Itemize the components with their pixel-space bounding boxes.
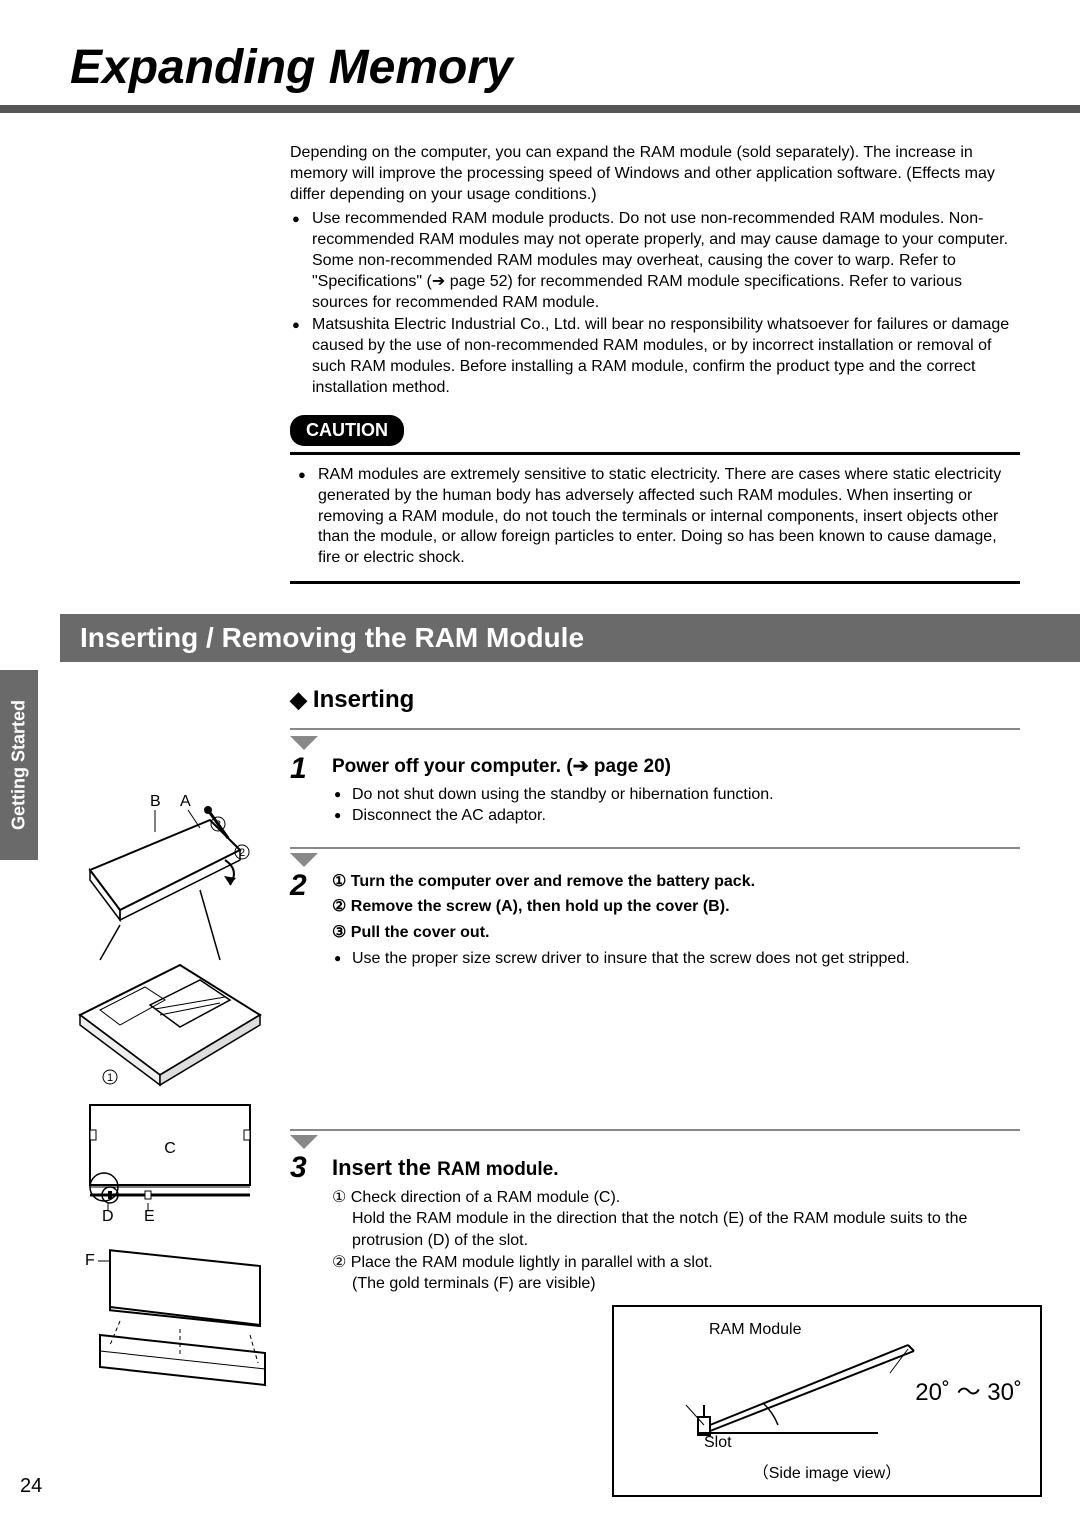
page-number: 24 xyxy=(20,1475,42,1498)
ram-module-label: RAM Module xyxy=(709,1319,801,1341)
intro-block: Depending on the computer, you can expan… xyxy=(290,143,1020,584)
step-arrow-icon xyxy=(290,1135,318,1149)
step-3-line: Hold the RAM module in the direction tha… xyxy=(332,1208,1042,1251)
step-divider xyxy=(290,847,1020,849)
step-number: 2 xyxy=(290,871,314,969)
step-1-bullet: Disconnect the AC adaptor. xyxy=(332,805,1020,827)
step-2-line: ① Turn the computer over and remove the … xyxy=(332,871,1020,893)
step-3-line: ② Place the RAM module lightly in parall… xyxy=(332,1252,1042,1274)
page-title: Expanding Memory xyxy=(70,40,1020,95)
illus-ram-insert: F xyxy=(60,1235,270,1405)
caution-box: RAM modules are extremely sensitive to s… xyxy=(290,452,1020,584)
step-2-line: ② Remove the screw (A), then hold up the… xyxy=(332,896,1020,918)
svg-text:A: A xyxy=(180,793,191,810)
side-view-label: （Side image view） xyxy=(628,1463,1026,1485)
step-divider xyxy=(290,728,1020,730)
step-2: 2 ① Turn the computer over and remove th… xyxy=(290,871,1020,969)
step-1-title: Power off your computer. (➔ page 20) xyxy=(332,754,1020,780)
angle-label: 20˚ ～ 30˚ xyxy=(915,1377,1022,1409)
intro-bullet: Use recommended RAM module products. Do … xyxy=(290,209,1020,313)
intro-bullet: Matsushita Electric Industrial Co., Ltd.… xyxy=(290,315,1020,398)
intro-bullets: Use recommended RAM module products. Do … xyxy=(290,209,1020,398)
diamond-icon: ◆ xyxy=(290,687,307,712)
section-heading: Inserting / Removing the RAM Module xyxy=(60,614,1080,662)
slot-label: Slot xyxy=(704,1432,732,1454)
svg-text:3: 3 xyxy=(215,819,221,831)
step-3: 3 Insert the RAM module. ① Check directi… xyxy=(290,1153,1020,1497)
caution-label: CAUTION xyxy=(290,415,404,446)
step-3-line: ① Check direction of a RAM module (C). xyxy=(332,1187,1042,1209)
svg-text:F: F xyxy=(85,1252,95,1269)
intro-paragraph: Depending on the computer, you can expan… xyxy=(290,143,1020,205)
illus-underside: 1 xyxy=(60,955,270,1095)
svg-text:E: E xyxy=(144,1208,155,1225)
step-number: 1 xyxy=(290,754,314,827)
step-1-bullet: Do not shut down using the standby or hi… xyxy=(332,784,1020,806)
ram-insert-diagram: RAM Module Slot （Side image view） 20˚ ～ … xyxy=(612,1305,1042,1497)
illus-cover: B A 2 3 xyxy=(60,790,270,970)
step-arrow-icon xyxy=(290,853,318,867)
caution-text: RAM modules are extremely sensitive to s… xyxy=(296,465,1014,569)
step-1: 1 Power off your computer. (➔ page 20) D… xyxy=(290,754,1020,827)
title-divider xyxy=(0,105,1080,113)
step-divider xyxy=(290,1129,1020,1131)
step-2-line: ③ Pull the cover out. xyxy=(332,922,1020,944)
illus-ram-top: C D E xyxy=(60,1095,270,1225)
svg-text:C: C xyxy=(164,1140,176,1157)
step-3-line: (The gold terminals (F) are visible) xyxy=(332,1273,1042,1295)
svg-text:1: 1 xyxy=(107,1072,113,1084)
step-arrow-icon xyxy=(290,736,318,750)
step-2-note: Use the proper size screw driver to insu… xyxy=(332,948,1020,970)
subheading-inserting: ◆Inserting xyxy=(290,686,1020,714)
step-number: 3 xyxy=(290,1153,314,1497)
svg-text:B: B xyxy=(150,793,161,810)
step-3-title: Insert the RAM module. xyxy=(332,1153,1042,1183)
side-tab-getting-started: Getting Started xyxy=(0,670,38,860)
svg-text:2: 2 xyxy=(239,847,245,859)
